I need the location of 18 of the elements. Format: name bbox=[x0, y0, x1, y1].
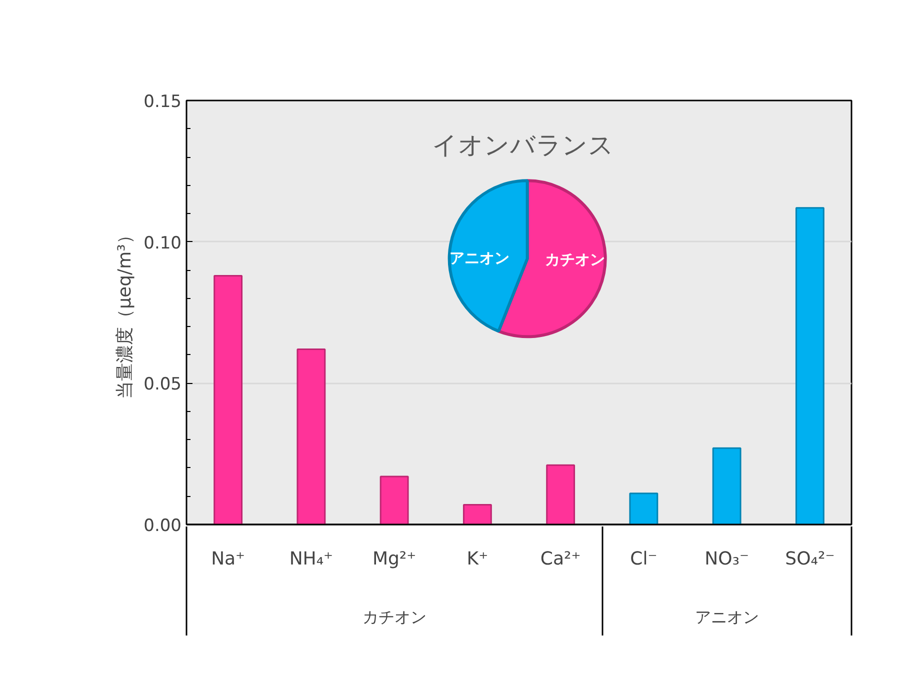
x-tick-label: Na⁺ bbox=[211, 548, 246, 570]
x-tick-label: K⁺ bbox=[466, 548, 488, 570]
chart-title: イオンバランス bbox=[432, 130, 614, 160]
x-tick-label: NH₄⁺ bbox=[289, 548, 334, 570]
y-tick-label: 0.00 bbox=[144, 516, 182, 536]
y-tick-label: 0.15 bbox=[144, 92, 182, 112]
text: アニオン bbox=[694, 608, 759, 626]
y-tick-label: 0.05 bbox=[144, 374, 182, 395]
x-tick-label: Mg²⁺ bbox=[372, 548, 416, 570]
slice-label: カチオン bbox=[545, 250, 606, 268]
x-tick-label: Cl⁻ bbox=[630, 548, 658, 570]
x-tick-label: Ca²⁺ bbox=[540, 548, 581, 570]
x-tick-label: NO₃⁻ bbox=[704, 548, 749, 570]
y-tick-label: 0.10 bbox=[144, 233, 182, 254]
slice-label: アニオン bbox=[449, 248, 510, 267]
x-tick-label: SO₄²⁻ bbox=[785, 548, 835, 570]
y-axis-title: 当量濃度（μeq/m³） bbox=[114, 226, 136, 399]
text: カチオン bbox=[362, 608, 426, 626]
